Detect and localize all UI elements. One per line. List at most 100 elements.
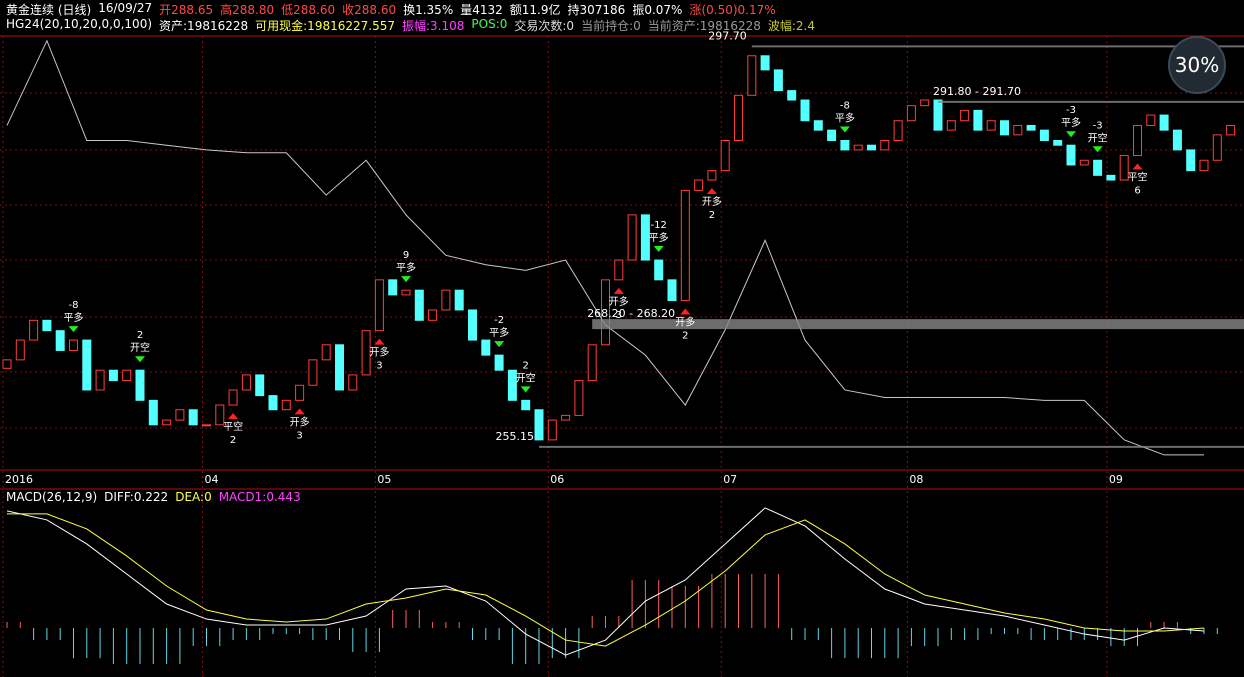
- candle: [614, 259, 624, 281]
- header-item: 波幅:2.4: [767, 19, 816, 33]
- candle: [215, 404, 225, 426]
- candle: [1133, 124, 1142, 157]
- candle: [82, 339, 92, 391]
- signal-note: 6: [1134, 186, 1140, 197]
- header-item: 高288.80: [220, 3, 275, 17]
- candle: [348, 374, 358, 391]
- signal-arrow: [839, 126, 850, 133]
- signal-note: 2: [230, 435, 236, 446]
- header-item: 当前持仓:0: [581, 19, 641, 33]
- signal-note: -2: [494, 315, 504, 326]
- signal-label: 平空: [1128, 171, 1148, 184]
- annotation-label: 291.80 - 291.70: [933, 85, 1021, 98]
- macd-header: MACD(26,12,9) DIFF:0.222 DEA:0 MACD1:0.443: [6, 490, 301, 504]
- annotation-label: 255.15: [496, 430, 535, 443]
- signal-note: 9: [403, 250, 409, 261]
- signal-label: 开多: [369, 346, 389, 359]
- signal-note: -12: [651, 220, 667, 231]
- candle: [388, 279, 398, 296]
- candle: [893, 120, 903, 141]
- signal-arrow: [653, 246, 664, 253]
- signal-note: -8: [840, 100, 850, 111]
- candle: [1146, 114, 1156, 126]
- candle: [481, 339, 491, 356]
- signal-arrow: [1092, 146, 1103, 153]
- signal-arrow: [228, 413, 239, 420]
- x-tick-label: 07: [723, 473, 737, 486]
- candle: [880, 139, 890, 151]
- signal-label: 开多: [609, 295, 629, 308]
- signal-arrow: [401, 276, 411, 283]
- signal-label: 平多: [649, 231, 669, 244]
- header-item: DEA:0: [175, 490, 212, 504]
- signal-note: -3: [1093, 120, 1103, 131]
- progress-badge[interactable]: 30%: [1168, 36, 1226, 94]
- candle: [627, 214, 637, 261]
- candle: [1212, 134, 1222, 161]
- signal-note: 3: [616, 310, 622, 321]
- candle: [42, 319, 52, 332]
- candle: [268, 395, 278, 411]
- candle: [667, 279, 677, 302]
- candle: [108, 369, 118, 382]
- signal-arrow: [1132, 163, 1143, 170]
- candle: [773, 69, 783, 92]
- signal-label: 开空: [130, 341, 150, 354]
- candle: [1013, 124, 1023, 136]
- candle: [800, 99, 810, 122]
- signal-label: 平多: [1061, 116, 1081, 129]
- candle: [1066, 144, 1076, 166]
- macd-line: [6, 507, 1205, 656]
- candle: [441, 289, 451, 311]
- candle: [1159, 114, 1169, 131]
- candle: [1106, 174, 1116, 181]
- header-item: DIFF:0.222: [104, 490, 169, 504]
- signal-label: 平多: [835, 111, 855, 124]
- candle: [428, 309, 438, 321]
- candle: [255, 374, 265, 397]
- header-item: 当前资产:19816228: [647, 19, 761, 33]
- candle: [680, 189, 690, 302]
- header-item: 涨(0.50)0.17%: [689, 3, 776, 17]
- candle: [454, 289, 464, 311]
- signal-label: 开空: [1088, 131, 1108, 144]
- signal-note: 2: [682, 331, 688, 342]
- candle: [295, 384, 305, 401]
- candle: [906, 105, 916, 122]
- signal-arrow: [494, 341, 505, 348]
- candle: [547, 419, 557, 441]
- candle: [202, 424, 211, 427]
- x-tick-label: 04: [205, 473, 219, 486]
- candle: [241, 374, 251, 391]
- candle: [162, 419, 172, 426]
- header-item: 额11.9亿: [509, 3, 561, 17]
- candle: [946, 120, 956, 131]
- header-item: 开288.65: [159, 3, 214, 17]
- candle: [1199, 159, 1209, 172]
- x-tick-label: 05: [377, 473, 391, 486]
- candle: [601, 279, 610, 346]
- candle: [29, 319, 39, 341]
- candle: [228, 389, 238, 406]
- candle: [1119, 155, 1129, 181]
- candle: [401, 289, 411, 296]
- signal-note: 2: [137, 330, 143, 341]
- candle: [135, 369, 145, 401]
- header-item: 资产:19816228: [159, 19, 249, 33]
- signal-arrow: [135, 356, 145, 363]
- x-tick-label: 09: [1109, 473, 1123, 486]
- candle: [1053, 139, 1063, 146]
- candle: [468, 309, 477, 341]
- candle: [960, 109, 970, 122]
- candle: [521, 399, 531, 411]
- header-item: MACD1:0.443: [218, 490, 301, 504]
- header-item: 黄金连续 (日线): [6, 3, 92, 17]
- x-tick-label: 06: [550, 473, 564, 486]
- candle: [335, 344, 344, 391]
- candle: [867, 144, 876, 151]
- candle: [534, 409, 544, 441]
- candle: [1172, 129, 1182, 151]
- candle: [694, 179, 704, 191]
